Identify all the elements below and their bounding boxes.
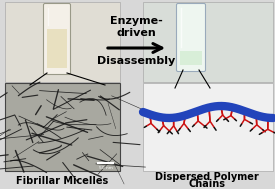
FancyBboxPatch shape [177,4,205,71]
FancyBboxPatch shape [43,4,70,74]
Bar [143,83,273,171]
Text: Dispersed Polymer: Dispersed Polymer [155,172,259,182]
Text: 50 nm: 50 nm [99,166,113,170]
Bar [180,50,202,65]
Bar [143,2,273,82]
Text: Enzyme-
driven: Enzyme- driven [110,16,162,38]
Text: Disassembly: Disassembly [97,56,175,66]
Bar [5,2,120,82]
Bar [5,83,120,171]
Bar [47,29,67,68]
Text: Fibrillar Micelles: Fibrillar Micelles [16,176,108,186]
Text: Chains: Chains [188,179,226,189]
